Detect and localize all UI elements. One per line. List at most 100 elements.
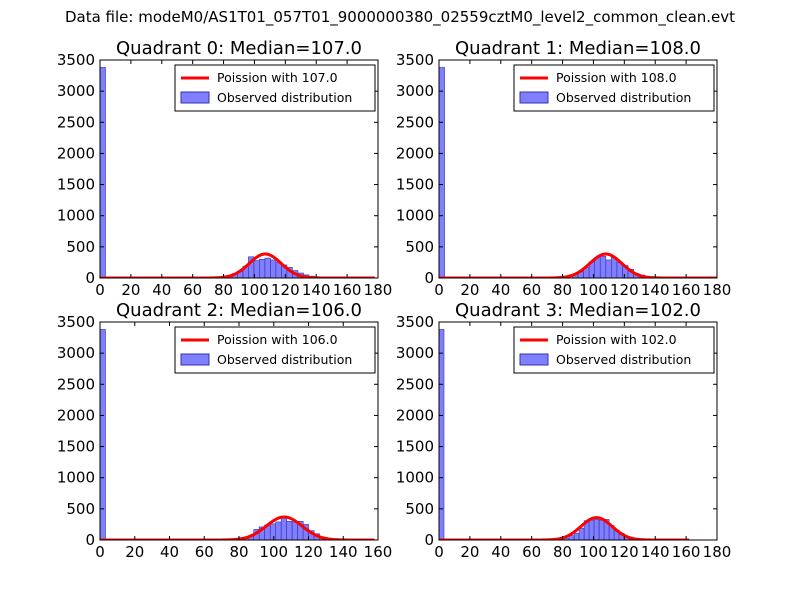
x-tick-label: 0 (95, 281, 105, 299)
y-tick-label: 500 (66, 500, 95, 518)
y-tick-label: 500 (405, 500, 434, 518)
legend-label: Poission with 108.0 (556, 70, 677, 85)
x-tick-label: 20 (460, 543, 479, 561)
axes-frame (438, 59, 718, 279)
histogram-bar (100, 329, 106, 540)
x-tick-label: 100 (259, 543, 288, 561)
x-tick-label: 100 (579, 281, 608, 299)
histogram-bar (259, 259, 266, 278)
axes-frame (438, 321, 718, 541)
histogram-bar (291, 521, 298, 540)
x-tick-label: 60 (522, 543, 541, 561)
plot-content (100, 67, 375, 278)
x-tick-label: 140 (641, 543, 670, 561)
histogram-bar (593, 519, 600, 540)
plot-content (100, 329, 375, 540)
y-tick-label: 2000 (57, 406, 95, 424)
histogram-bar (573, 532, 580, 540)
y-tick-label: 500 (66, 238, 95, 256)
x-tick-label: 40 (491, 281, 510, 299)
histogram-bar (439, 329, 445, 540)
x-tick-label: 120 (271, 281, 300, 299)
x-tick-label: 60 (195, 543, 214, 561)
chart-title: Quadrant 2: Median=106.0 (116, 300, 362, 321)
chart-title: Quadrant 0: Median=107.0 (116, 38, 362, 59)
histogram-bar (264, 257, 271, 278)
y-tick-label: 2500 (57, 375, 95, 393)
x-tick-label: 180 (364, 281, 393, 299)
histogram-bar (599, 255, 607, 278)
axes-frame (99, 59, 379, 279)
x-tick-label: 80 (553, 543, 572, 561)
legend-label: Poission with 107.0 (217, 70, 338, 85)
x-tick-label: 20 (121, 281, 140, 299)
histogram-bar (100, 67, 106, 278)
legend-label: Poission with 102.0 (556, 332, 677, 347)
y-tick-label: 3000 (57, 344, 95, 362)
y-tick-label: 1500 (57, 438, 95, 456)
legend-label: Observed distribution (556, 352, 691, 367)
histogram-bar (578, 527, 585, 540)
y-tick-label: 0 (85, 531, 95, 549)
chart-title: Quadrant 3: Median=102.0 (455, 300, 701, 321)
legend-label: Observed distribution (217, 90, 352, 105)
legend-bar-swatch (519, 353, 549, 366)
y-tick-label: 1500 (396, 438, 434, 456)
legend-label: Observed distribution (556, 90, 691, 105)
y-tick-label: 1000 (57, 207, 95, 225)
histogram-bar (598, 519, 605, 540)
x-tick-label: 80 (229, 543, 248, 561)
chart-title: Quadrant 1: Median=108.0 (455, 38, 701, 59)
y-tick-label: 1000 (57, 469, 95, 487)
y-tick-label: 0 (424, 531, 434, 549)
x-tick-label: 140 (329, 543, 358, 561)
histogram-bar (275, 521, 282, 540)
legend-bar-swatch (180, 353, 210, 366)
x-tick-label: 40 (160, 543, 179, 561)
quadrant-1-chart: 0 20 40 60 80 100 120 140 160 180 0 500 1000 1500 2000… (396, 38, 732, 299)
x-tick-label: 100 (579, 543, 608, 561)
x-tick-label: 60 (183, 281, 202, 299)
legend: Poission with 108.0 Observed distribution (513, 64, 715, 112)
legend: Poission with 107.0 Observed distribution (174, 64, 376, 112)
x-tick-label: 160 (364, 543, 393, 561)
x-tick-label: 160 (672, 281, 701, 299)
y-tick-label: 2500 (396, 375, 434, 393)
x-tick-label: 20 (125, 543, 144, 561)
legend: Poission with 102.0 Observed distribution (513, 326, 715, 374)
y-tick-label: 3500 (57, 313, 95, 331)
y-tick-label: 3500 (396, 313, 434, 331)
legend-bar-swatch (519, 91, 549, 104)
x-tick-label: 120 (610, 281, 639, 299)
histogram-bar (270, 259, 277, 278)
histogram-bar (439, 67, 445, 278)
y-tick-label: 500 (405, 238, 434, 256)
y-tick-label: 3500 (396, 51, 434, 69)
y-tick-label: 3000 (396, 344, 434, 362)
y-tick-label: 2000 (57, 144, 95, 162)
y-tick-label: 2500 (396, 113, 434, 131)
legend-label: Observed distribution (217, 352, 352, 367)
y-tick-label: 1000 (396, 469, 434, 487)
x-tick-label: 0 (434, 281, 444, 299)
y-tick-label: 3000 (57, 82, 95, 100)
histogram-bar (611, 257, 618, 278)
quadrant-0-chart: 0 20 40 60 80 100 120 140 160 180 0 500 1000 1500 2000… (57, 38, 393, 299)
x-tick-label: 180 (703, 281, 732, 299)
y-tick-label: 1000 (396, 207, 434, 225)
legend: Poission with 106.0 Observed distribution (174, 326, 376, 374)
x-tick-label: 0 (434, 543, 444, 561)
y-tick-label: 2000 (396, 406, 434, 424)
x-tick-label: 40 (152, 281, 171, 299)
x-tick-label: 140 (641, 281, 670, 299)
x-tick-label: 80 (553, 281, 572, 299)
x-tick-label: 20 (460, 281, 479, 299)
y-tick-label: 0 (85, 269, 95, 287)
histogram-bar (286, 521, 293, 540)
x-tick-label: 180 (703, 543, 732, 561)
poisson-curve (100, 515, 375, 540)
quadrant-2-chart: 0 20 40 60 80 100 120 140 160 0 500 1000 1500 2000 250… (57, 300, 393, 561)
x-tick-label: 140 (302, 281, 331, 299)
